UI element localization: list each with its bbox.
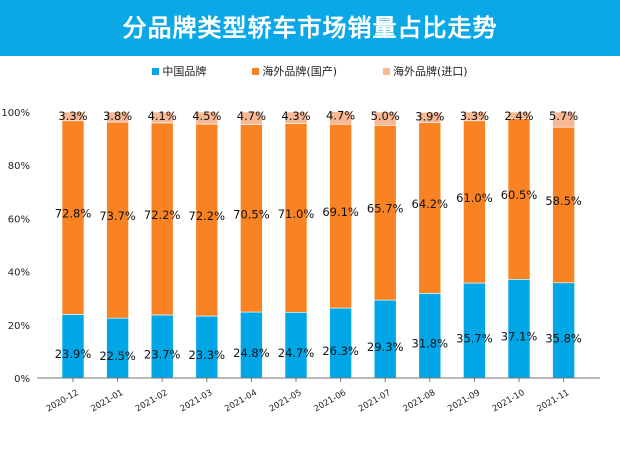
legend: 中国品牌 海外品牌(国产) 海外品牌(进口)	[0, 63, 620, 79]
data-label: 24.7%	[278, 346, 315, 360]
bar-segment	[329, 111, 352, 125]
data-label: 4.7%	[237, 109, 266, 123]
data-label: 72.2%	[144, 208, 181, 222]
bar-segment	[373, 111, 397, 126]
x-tick-label: 2021-10	[491, 388, 527, 414]
x-tick-label: 2021-05	[268, 388, 304, 414]
y-tick-label: 20%	[8, 321, 30, 332]
x-tick-label: 2021-04	[223, 388, 259, 414]
data-label: 4.1%	[148, 109, 177, 123]
x-tick-label: 2021-07	[357, 388, 393, 414]
data-label: 65.7%	[367, 202, 404, 216]
bar-segment	[240, 111, 263, 125]
data-label: 4.5%	[192, 109, 221, 123]
data-label: 60.5%	[501, 188, 538, 202]
data-label: 24.8%	[233, 346, 270, 360]
data-label: 2.4%	[504, 109, 533, 123]
x-tick-label: 2021-01	[89, 388, 125, 414]
bar-segment	[284, 311, 308, 379]
bar-segment	[507, 279, 531, 379]
bar-segment	[106, 317, 129, 379]
data-label: 31.8%	[412, 337, 449, 351]
data-label: 3.9%	[415, 109, 444, 123]
data-label: 69.1%	[322, 205, 359, 219]
bar-segment	[284, 111, 308, 124]
x-tick-label: 2021-09	[446, 388, 482, 414]
data-label: 26.3%	[322, 344, 359, 358]
y-tick-label: 100%	[1, 108, 30, 119]
data-label: 5.7%	[549, 109, 578, 123]
bar-segment	[61, 111, 85, 122]
data-label: 35.8%	[545, 331, 582, 345]
data-label: 3.3%	[460, 109, 489, 123]
x-tick-label: 2021-02	[134, 388, 170, 414]
bar-segment	[150, 111, 174, 124]
data-label: 37.1%	[501, 330, 538, 344]
x-tick-label: 2020-12	[45, 388, 81, 414]
bar-segment	[463, 282, 486, 379]
x-tick-label: 2021-03	[179, 388, 215, 414]
data-label: 5.0%	[371, 109, 400, 123]
y-tick-label: 0%	[14, 374, 30, 385]
data-label: 29.3%	[367, 340, 404, 354]
y-tick-label: 40%	[8, 268, 30, 279]
data-label: 3.3%	[58, 109, 87, 123]
bar-segment	[195, 315, 219, 379]
data-label: 3.8%	[103, 109, 132, 123]
y-tick-label: 80%	[8, 161, 30, 172]
bar-segment	[552, 111, 575, 128]
bar-segment	[195, 111, 219, 125]
data-label: 58.5%	[545, 194, 582, 208]
x-tick-label: 2021-11	[535, 388, 571, 414]
data-label: 73.7%	[99, 209, 136, 223]
bar-segment	[240, 311, 263, 379]
data-label: 23.3%	[189, 348, 226, 362]
data-label: 35.7%	[456, 332, 493, 346]
y-tick-label: 60%	[8, 214, 30, 225]
bar-segment	[373, 299, 397, 379]
data-label: 23.7%	[144, 347, 181, 361]
bar-segment	[507, 111, 531, 119]
data-label: 70.5%	[233, 207, 270, 221]
bar-segment	[418, 293, 442, 379]
data-label: 72.2%	[189, 209, 226, 223]
data-label: 4.3%	[281, 109, 310, 123]
bar-segment	[150, 314, 174, 379]
legend-label: 中国品牌	[162, 65, 207, 78]
data-label: 64.2%	[412, 197, 449, 211]
bar-segment	[463, 111, 486, 122]
x-tick-label: 2021-06	[312, 388, 348, 414]
bar-segment	[329, 307, 352, 379]
legend-swatch	[252, 67, 260, 75]
data-label: 23.9%	[55, 347, 92, 361]
legend-swatch	[383, 67, 390, 75]
legend-label: 海外品牌(国产)	[262, 65, 337, 78]
data-label: 71.0%	[278, 207, 315, 221]
x-tick-label: 2021-08	[402, 388, 438, 414]
legend-item-overseas-imported: 海外品牌(进口)	[383, 63, 468, 79]
legend-item-overseas-domestic: 海外品牌(国产)	[252, 63, 337, 79]
legend-swatch	[152, 67, 160, 75]
bar-segment	[552, 282, 575, 379]
legend-label: 海外品牌(进口)	[393, 65, 468, 78]
bar-segment	[61, 314, 85, 379]
data-label: 61.0%	[456, 191, 493, 205]
legend-item-china-brand: 中国品牌	[152, 63, 206, 79]
chart-title: 分品牌类型轿车市场销量占比走势	[0, 0, 620, 56]
data-label: 72.8%	[55, 207, 92, 221]
bar-segment	[106, 111, 129, 123]
data-label: 22.5%	[99, 349, 136, 363]
data-label: 4.7%	[326, 109, 355, 123]
bar-segment	[418, 111, 442, 123]
